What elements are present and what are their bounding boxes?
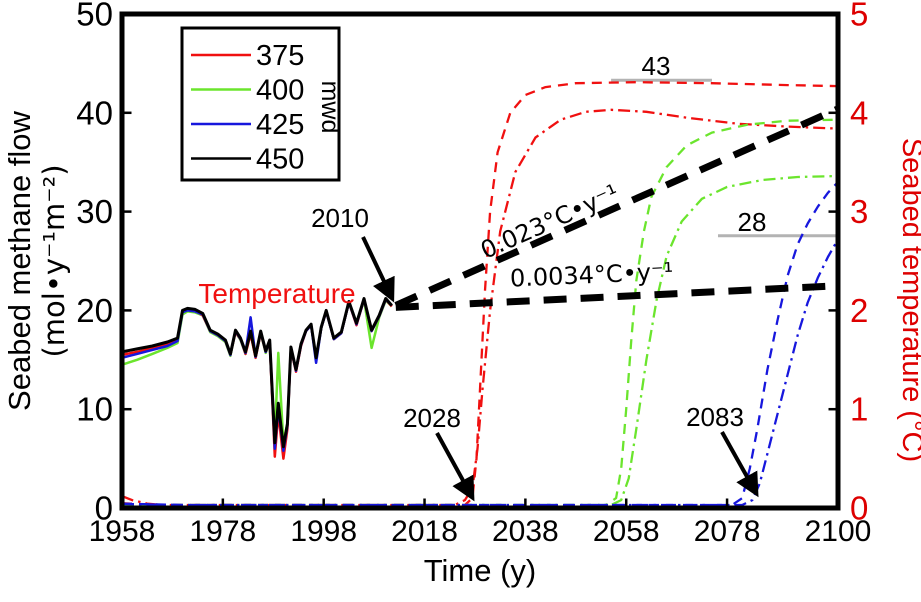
x-tick-label-2058: 2058	[593, 515, 660, 548]
y-right-tick-label-4: 4	[850, 94, 868, 131]
annotation-2083-label: 2083	[686, 402, 744, 432]
x-tick-label-2018: 2018	[391, 515, 458, 548]
temperature-curve-375	[121, 298, 393, 460]
y-left-tick-label-20: 20	[76, 292, 113, 329]
annotation-2028-label: 2028	[403, 403, 461, 433]
legend: 375 400 425 450 mwd	[180, 26, 344, 182]
legend-label-400: 400	[256, 75, 304, 107]
annotation-2028-arrow	[435, 432, 475, 502]
reference-43-label: 43	[642, 51, 671, 81]
y-left-tick-label-40: 40	[76, 94, 113, 131]
y-left-axis-title-line2: (mol•y⁻¹m⁻²)	[37, 164, 71, 357]
temperature-curve-450	[121, 297, 393, 449]
x-tick-label-1978: 1978	[189, 515, 256, 548]
x-tick-label-2100: 2100	[805, 515, 872, 548]
projection-line-fast	[394, 105, 840, 309]
temperature-curve-425	[121, 298, 393, 452]
annotation-2083-arrow	[720, 431, 759, 498]
reference-28-label: 28	[738, 207, 767, 237]
y-right-tick-label-5: 5	[850, 0, 868, 33]
x-tick-label-1958: 1958	[89, 515, 156, 548]
annotation-2010-arrow	[361, 236, 395, 303]
slope-slow-label: 0.0034°C•y⁻¹	[509, 257, 673, 292]
legend-label-375: 375	[256, 40, 304, 72]
plot-curves	[121, 78, 840, 507]
y-right-tick-label-0: 0	[850, 490, 868, 527]
methane-curve-425-dashed	[121, 181, 839, 507]
y-left-tick-label-10: 10	[76, 391, 113, 428]
projection-line-slow	[395, 282, 839, 311]
temperature-curve-400	[121, 298, 393, 445]
y-right-axis-title: Seabed temperature (°C)	[896, 138, 921, 462]
methane-curve-425-dashdot	[121, 238, 839, 507]
y-right-tick-label-1: 1	[850, 391, 868, 428]
annotation-2010-label: 2010	[311, 203, 369, 233]
y-left-axis-title-line1: Seabed methane flow	[2, 110, 37, 410]
y-left-tick-label-30: 30	[76, 193, 113, 230]
legend-label-450: 450	[256, 144, 304, 176]
legend-label-425: 425	[256, 109, 304, 141]
methane-curve-400-dashed	[121, 118, 839, 507]
methane-curve-400-dashdot	[121, 174, 839, 507]
axis-ticks: 1958 1978 1998 2018 2038 2058 2078 210001020304…	[76, 0, 871, 548]
x-axis-title: Time (y)	[424, 553, 537, 588]
legend-title-mwd: mwd	[316, 81, 344, 134]
y-left-tick-label-0: 0	[95, 490, 113, 527]
slope-fast-label: 0.023°C•y⁻¹	[476, 179, 623, 265]
y-right-tick-label-2: 2	[850, 292, 868, 329]
x-tick-label-1998: 1998	[290, 515, 357, 548]
plot-border	[119, 11, 841, 511]
y-left-tick-label-50: 50	[76, 0, 113, 33]
x-tick-label-2078: 2078	[694, 515, 761, 548]
y-right-tick-label-3: 3	[850, 193, 868, 230]
x-tick-label-2038: 2038	[492, 515, 559, 548]
legend-box	[180, 26, 341, 182]
temperature-label: Temperature	[198, 278, 355, 309]
